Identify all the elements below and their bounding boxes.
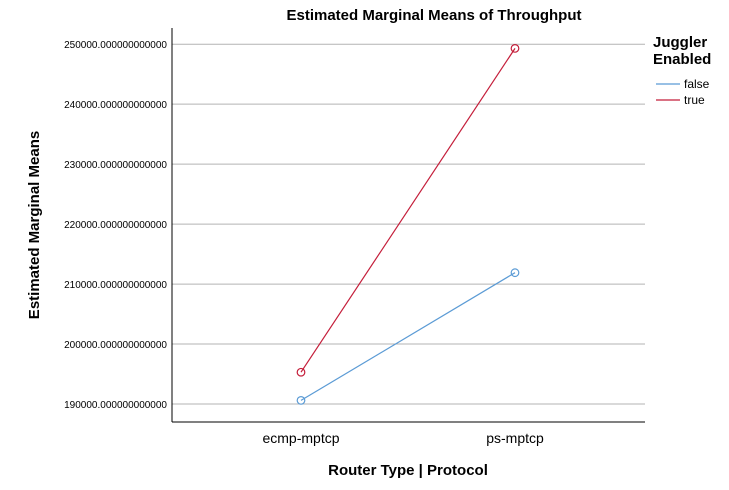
- y-tick-label: 190000.000000000000: [64, 400, 167, 411]
- legend-label-false: false: [684, 77, 710, 91]
- legend-label-true: true: [684, 93, 705, 107]
- legend-title-line2: Enabled: [653, 51, 711, 68]
- y-tick-labels: 190000.000000000000 200000.000000000000 21…: [64, 40, 167, 411]
- y-tick-label: 220000.000000000000: [64, 220, 167, 231]
- y-tick-label: 230000.000000000000: [64, 160, 167, 171]
- data-point-true: [296, 367, 306, 377]
- x-tick-label: ps-mptcp: [486, 430, 544, 446]
- y-tick-label: 200000.000000000000: [64, 340, 167, 351]
- legend: Juggler Enabled false true: [653, 34, 711, 107]
- data-point-true: [510, 43, 520, 53]
- y-tick-label: 240000.000000000000: [64, 100, 167, 111]
- series-line-true: [300, 48, 516, 373]
- legend-items: false true: [656, 77, 710, 107]
- data-point-false: [510, 268, 520, 278]
- series-group: [296, 43, 520, 405]
- x-axis-title: Router Type | Protocol: [328, 462, 488, 479]
- legend-title-line1: Juggler: [653, 34, 707, 51]
- y-axis-title: Estimated Marginal Means: [26, 131, 43, 319]
- data-point-false: [296, 396, 306, 405]
- y-tick-label: 250000.000000000000: [64, 40, 167, 51]
- series-line-false: [300, 272, 516, 401]
- x-tick-label: ecmp-mptcp: [262, 430, 339, 446]
- x-tick-labels: ecmp-mptcp ps-mptcp: [262, 430, 544, 446]
- y-tick-label: 210000.000000000000: [64, 280, 167, 291]
- grid-lines: [172, 43, 645, 405]
- chart-title: Estimated Marginal Means of Throughput: [286, 7, 581, 24]
